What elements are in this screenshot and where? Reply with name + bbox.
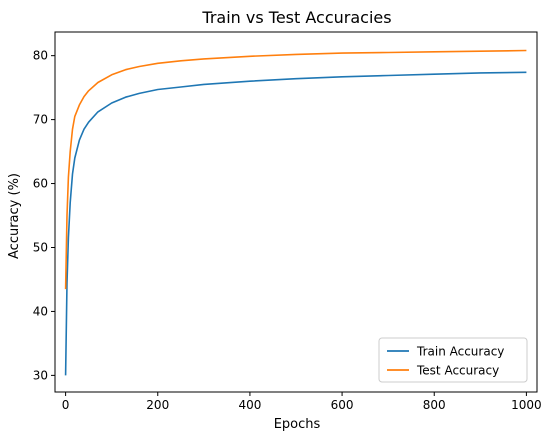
x-tick-label: 200 <box>146 398 169 412</box>
plot-area <box>64 49 527 376</box>
y-axis-label: Accuracy (%) <box>7 173 22 259</box>
series-line-2 <box>64 49 527 290</box>
x-tick-label: 800 <box>423 398 446 412</box>
legend-label: Train Accuracy <box>416 345 504 359</box>
x-tick-label: 400 <box>238 398 261 412</box>
chart-title: Train vs Test Accuracies <box>201 8 391 27</box>
x-tick-label: 0 <box>62 398 70 412</box>
y-tick-label: 30 <box>33 368 48 382</box>
legend-label: Test Accuracy <box>416 364 499 378</box>
y-tick-label: 80 <box>33 49 48 63</box>
y-tick-label: 70 <box>33 113 48 127</box>
x-tick-label: 600 <box>331 398 354 412</box>
legend: Train Accuracy Test Accuracy <box>378 337 528 383</box>
x-tick-label: 1000 <box>511 398 542 412</box>
axes: 0 200 400 600 800 1000 30 40 50 60 70 80 <box>33 31 542 412</box>
x-axis-label: Epochs <box>274 417 321 432</box>
legend-box <box>378 337 528 383</box>
series-line-1 <box>64 71 527 376</box>
y-tick-label: 40 <box>33 304 48 318</box>
y-tick-label: 50 <box>33 240 48 254</box>
axes-frame <box>54 31 538 393</box>
y-tick-label: 60 <box>33 177 48 191</box>
